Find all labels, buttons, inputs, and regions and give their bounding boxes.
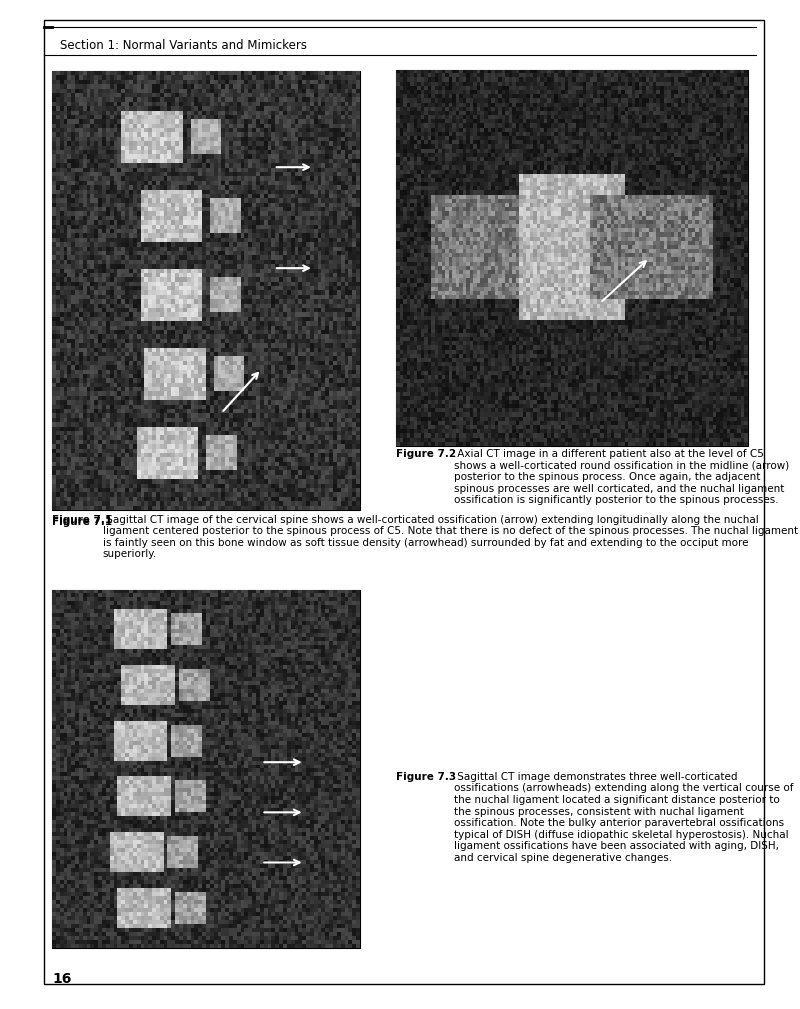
FancyBboxPatch shape — [52, 71, 360, 510]
Text: Sagittal CT image demonstrates three well-corticated ossifications (arrowheads) : Sagittal CT image demonstrates three wel… — [454, 772, 794, 863]
Text: Figure 7.3: Figure 7.3 — [396, 772, 456, 782]
Text: Sagittal CT image of the cervical spine shows a well-corticated ossification (ar: Sagittal CT image of the cervical spine … — [103, 515, 798, 559]
FancyBboxPatch shape — [52, 590, 360, 948]
Text: Section 1: Normal Variants and Mimickers: Section 1: Normal Variants and Mimickers — [60, 39, 307, 51]
Text: 16: 16 — [52, 972, 71, 986]
Text: Figure 7.1: Figure 7.1 — [52, 515, 112, 525]
FancyBboxPatch shape — [44, 20, 764, 984]
FancyBboxPatch shape — [396, 70, 748, 446]
Text: Figure 7.2: Figure 7.2 — [396, 449, 456, 459]
Text: Figure 7.1: Figure 7.1 — [52, 517, 112, 527]
Text: Axial CT image in a different patient also at the level of C5 shows a well-corti: Axial CT image in a different patient al… — [454, 449, 790, 506]
